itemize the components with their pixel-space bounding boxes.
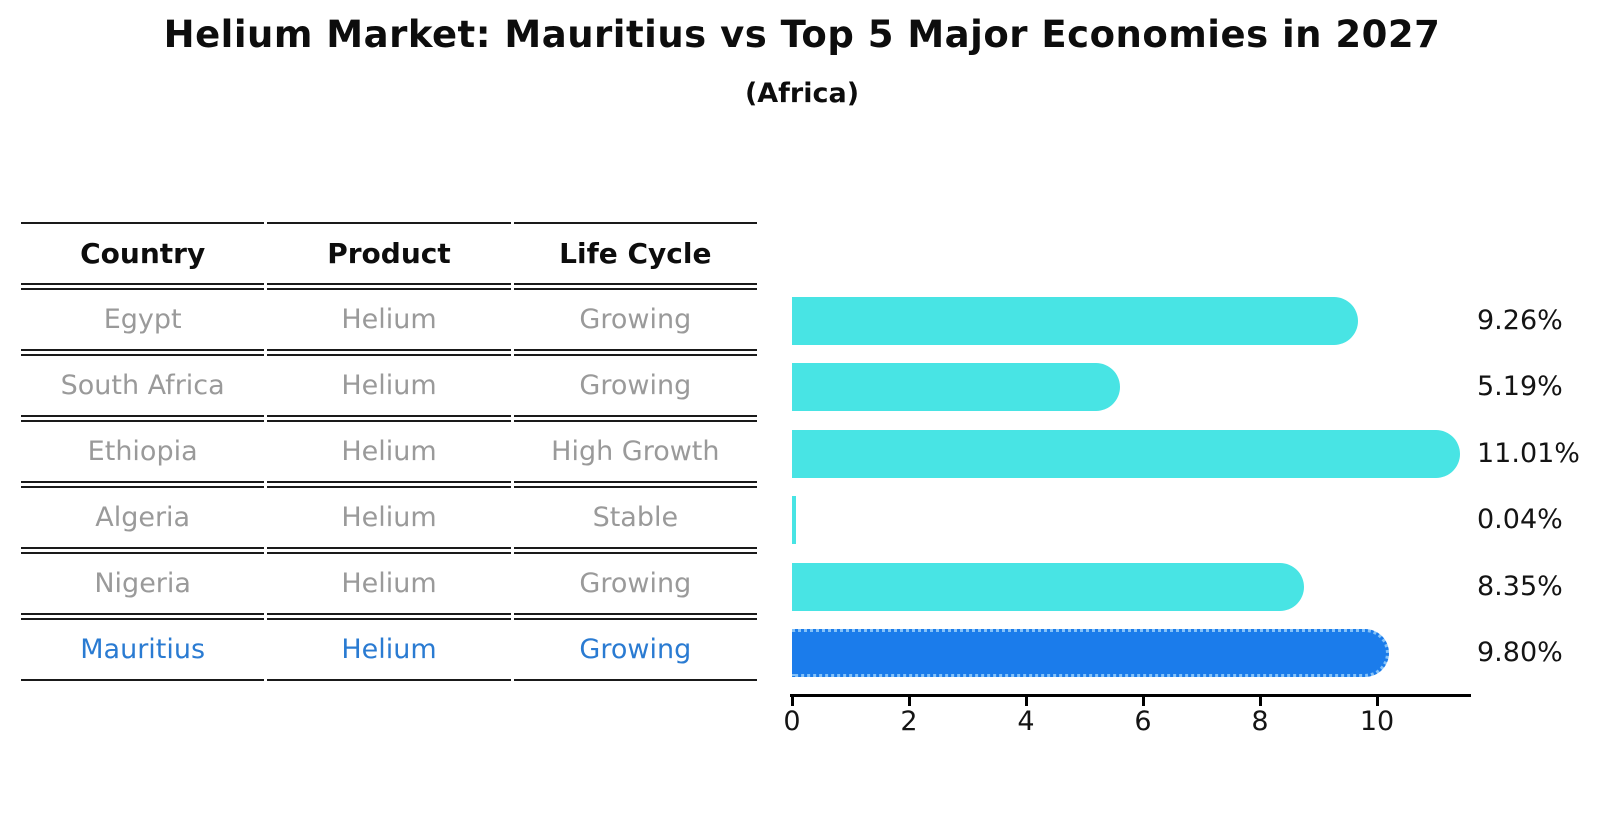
table-row-south-africa: South Africa Helium Growing [21, 354, 757, 417]
x-axis-tick-label: 8 [1251, 706, 1269, 737]
table-row-mauritius: Mauritius Helium Growing [21, 618, 757, 681]
x-axis-tick [791, 697, 794, 706]
bar-south-africa [792, 363, 1120, 412]
bar-value-label: 9.80% [1477, 637, 1563, 668]
cell-product: Helium [267, 618, 511, 681]
x-axis-tick-label: 6 [1134, 706, 1152, 737]
bar-value-label: 5.19% [1477, 371, 1563, 403]
cell-product: Helium [267, 420, 511, 483]
cell-life-cycle: Growing [513, 552, 757, 615]
table-row-algeria: Algeria Helium Stable [21, 486, 757, 549]
x-axis-tick [1259, 697, 1262, 706]
column-header-country: Country [21, 222, 265, 285]
cell-product: Helium [267, 552, 511, 615]
cell-life-cycle: Growing [513, 288, 757, 351]
x-axis-tick [908, 697, 911, 706]
x-axis-tick [1376, 697, 1379, 706]
cell-country: Algeria [21, 486, 265, 549]
x-axis-tick-label: 0 [783, 706, 801, 737]
cell-life-cycle: High Growth [513, 420, 757, 483]
x-axis-tick-label: 4 [1017, 706, 1035, 737]
table-row-nigeria: Nigeria Helium Growing [21, 552, 757, 615]
column-header-product: Product [267, 222, 511, 285]
cell-country: Mauritius [21, 618, 265, 681]
x-axis-tick-label: 10 [1359, 706, 1395, 737]
table-header-row: Country Product Life Cycle [21, 222, 757, 285]
cell-country: South Africa [21, 354, 265, 417]
cell-country: Egypt [21, 288, 265, 351]
table-row-ethiopia: Ethiopia Helium High Growth [21, 420, 757, 483]
table-row-egypt: Egypt Helium Growing [21, 288, 757, 351]
country-table: Country Product Life Cycle Egypt Helium Grow… [18, 219, 760, 684]
column-header-life-cycle: Life Cycle [513, 222, 757, 285]
cell-country: Nigeria [21, 552, 265, 615]
bar-algeria [792, 496, 796, 545]
x-axis-tick-label: 2 [900, 706, 918, 737]
chart-title: Helium Market: Mauritius vs Top 5 Major … [163, 13, 1441, 56]
bar-egypt [792, 297, 1358, 345]
cell-life-cycle: Stable [513, 486, 757, 549]
x-axis-line [790, 694, 1471, 697]
cell-life-cycle: Growing [513, 354, 757, 417]
bar-mauritius [792, 629, 1390, 677]
bar-nigeria [792, 562, 1305, 611]
bar-ethiopia [792, 429, 1461, 478]
cell-country: Ethiopia [21, 420, 265, 483]
cell-product: Helium [267, 486, 511, 549]
x-axis-tick [1025, 697, 1028, 706]
bar-value-label: 9.26% [1477, 305, 1563, 336]
bar-value-label: 11.01% [1477, 437, 1580, 469]
x-axis-tick [1142, 697, 1145, 706]
bar-value-label: 8.35% [1477, 570, 1563, 602]
cell-life-cycle: Growing [513, 618, 757, 681]
chart-subtitle: (Africa) [744, 78, 860, 109]
cell-product: Helium [267, 288, 511, 351]
bar-value-label: 0.04% [1477, 504, 1563, 536]
cell-product: Helium [267, 354, 511, 417]
